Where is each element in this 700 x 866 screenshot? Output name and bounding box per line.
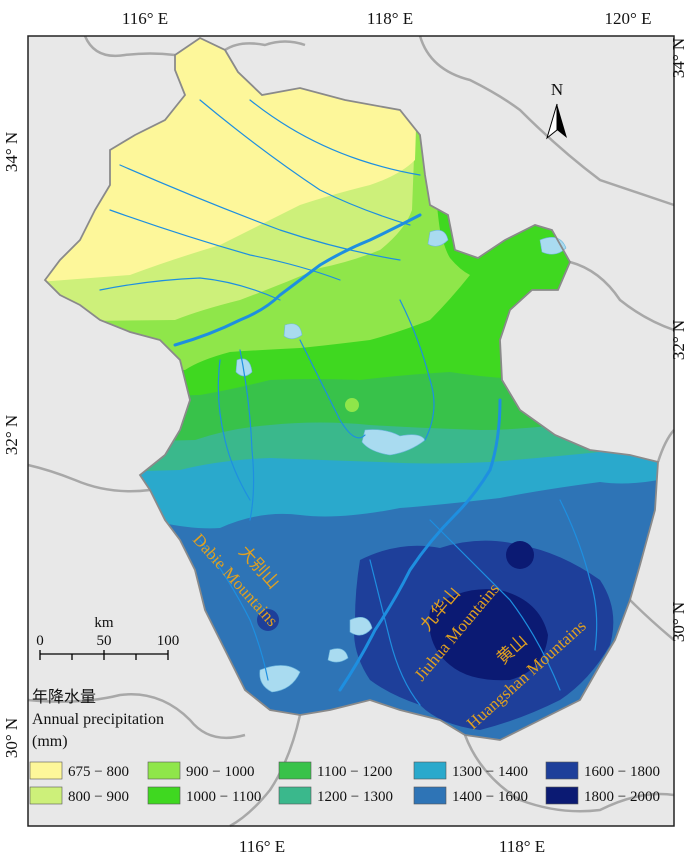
legend-swatch xyxy=(147,761,181,780)
bottom-tick: 118° E xyxy=(499,837,545,856)
bottom-tick: 116° E xyxy=(239,837,285,856)
bottom-ticks: 116° E 118° E xyxy=(239,837,545,856)
lake-south-3 xyxy=(327,648,349,663)
legend-label: 675 − 800 xyxy=(68,764,129,780)
legend-item: 1000 − 1100 xyxy=(147,786,261,805)
legend-swatch xyxy=(278,761,312,780)
map-frame xyxy=(27,35,675,827)
legend-item: 1300 − 1400 xyxy=(413,761,528,780)
right-tick: 30° N xyxy=(669,602,688,642)
scale-unit: km xyxy=(94,615,114,631)
legend-title-en: Annual precipitation xyxy=(32,711,164,728)
legend-label: 900 − 1000 xyxy=(186,764,254,780)
legend-item: 1200 − 1300 xyxy=(278,786,393,805)
scale-bar: km 0 50 100 xyxy=(36,615,179,660)
legend-unit: (mm) xyxy=(32,733,68,750)
legend-swatch xyxy=(545,761,579,780)
top-ticks: 116° E 118° E 120° E xyxy=(122,9,652,28)
left-tick: 30° N xyxy=(2,718,21,758)
legend-label: 1100 − 1200 xyxy=(317,764,392,780)
zone-1100-spot xyxy=(345,398,359,412)
legend-item: 675 − 800 xyxy=(29,761,129,780)
left-ticks: 34° N 32° N 30° N xyxy=(2,132,21,758)
scale-label: 100 xyxy=(157,633,180,649)
scale-label: 0 xyxy=(36,633,44,649)
legend-label: 1800 − 2000 xyxy=(584,789,660,805)
huai-river xyxy=(173,213,422,347)
legend-item: 900 − 1000 xyxy=(147,761,254,780)
north-label: N xyxy=(551,80,563,99)
lake-central xyxy=(283,323,303,340)
right-tick: 34° N xyxy=(669,38,688,78)
legend-swatch xyxy=(147,786,181,805)
rivers xyxy=(99,99,598,706)
legend-label: 1200 − 1300 xyxy=(317,789,393,805)
legend-label: 1600 − 1800 xyxy=(584,764,660,780)
legend-label: 1300 − 1400 xyxy=(452,764,528,780)
zone-1800-north xyxy=(506,541,534,569)
zone-1600-west xyxy=(257,609,279,631)
top-tick: 116° E xyxy=(122,9,168,28)
legend-title-cn: 年降水量 xyxy=(32,688,96,706)
top-tick: 118° E xyxy=(367,9,413,28)
yangtze-river xyxy=(338,398,502,692)
legend-item: 1600 − 1800 xyxy=(545,761,660,780)
lake-north xyxy=(427,229,449,247)
lake-west xyxy=(235,358,253,377)
legend-item: 1100 − 1200 xyxy=(278,761,392,780)
top-tick: 120° E xyxy=(605,9,652,28)
right-tick: 32° N xyxy=(669,320,688,360)
legend-item: 800 − 900 xyxy=(29,786,129,805)
legend-swatch xyxy=(413,786,447,805)
left-tick: 34° N xyxy=(2,132,21,172)
neighbor-boundaries xyxy=(27,35,675,828)
legend-label: 1400 − 1600 xyxy=(452,789,528,805)
lake-south-2 xyxy=(349,617,373,636)
legend-swatch xyxy=(278,786,312,805)
legend-swatch xyxy=(413,761,447,780)
legend: 年降水量 Annual precipitation (mm) 675 − 800… xyxy=(29,688,660,805)
north-arrow: N xyxy=(546,80,567,140)
scale-label: 50 xyxy=(97,633,112,649)
legend-swatch xyxy=(29,761,63,780)
legend-swatch xyxy=(29,786,63,805)
left-tick: 32° N xyxy=(2,415,21,455)
legend-item: 1800 − 2000 xyxy=(545,786,660,805)
legend-swatch xyxy=(545,786,579,805)
legend-label: 1000 − 1100 xyxy=(186,789,261,805)
lake-south-1 xyxy=(259,665,301,693)
legend-item: 1400 − 1600 xyxy=(413,786,528,805)
right-ticks: 34° N 32° N 30° N xyxy=(669,38,688,642)
legend-label: 800 − 900 xyxy=(68,789,129,805)
